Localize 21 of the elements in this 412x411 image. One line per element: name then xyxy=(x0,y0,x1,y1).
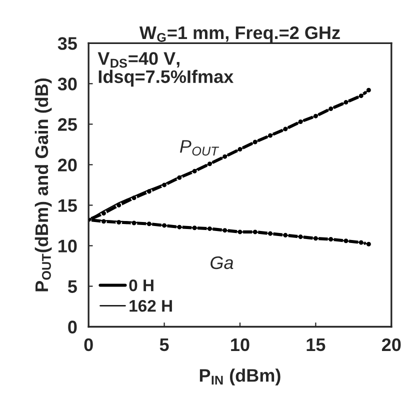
y-tick-label: 30 xyxy=(58,78,77,90)
y-tick-label: 25 xyxy=(58,118,77,131)
y-tick-label: 35 xyxy=(58,37,77,50)
annotation: Ga xyxy=(210,256,234,270)
annotation: V$_{DS}$=40 V, Idsq=7.5%Ifmax xyxy=(98,52,234,87)
y-tick-label: 15 xyxy=(58,199,77,212)
x-tick-label: 10 xyxy=(231,338,250,352)
y-tick-label: 5 xyxy=(68,280,77,293)
chart-title: W$_{G}$=1 mm, Freq.=2 GHz xyxy=(139,26,340,43)
x-tick-label: 15 xyxy=(306,338,326,352)
x-tick-label: 0 xyxy=(84,338,93,352)
legend-label: 162 H xyxy=(130,300,172,312)
y-tick-label: 10 xyxy=(58,240,77,252)
y-axis-title: P$_{OUT}$(dBm) and Gain (dB) xyxy=(34,78,52,292)
legend-label: 0 H xyxy=(129,279,154,292)
x-tick-label: 20 xyxy=(382,338,401,352)
y-tick-label: 20 xyxy=(58,158,77,172)
y-tick-label: 0 xyxy=(68,320,77,334)
annotation: P$_{OUT}$ xyxy=(180,140,220,156)
x-tick-label: 5 xyxy=(160,338,169,352)
x-axis-title: P$_{IN}$ (dBm) xyxy=(200,368,280,386)
